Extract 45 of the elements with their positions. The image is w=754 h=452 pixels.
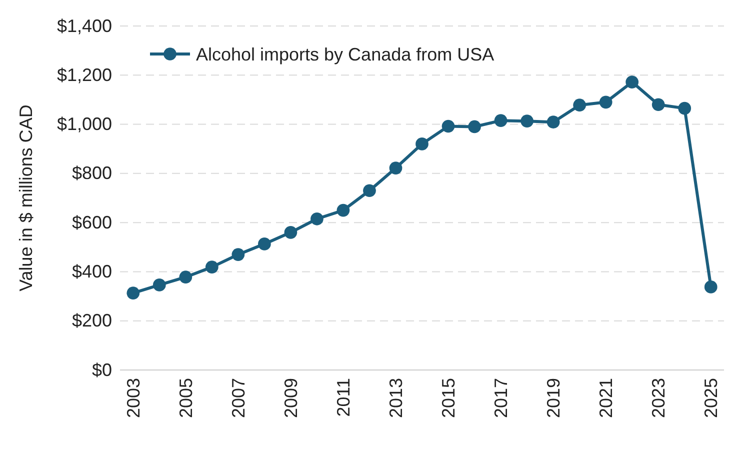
point xyxy=(652,98,665,112)
point xyxy=(126,286,140,300)
x-tick-label: 2021 xyxy=(596,378,616,418)
point xyxy=(494,114,508,128)
legend-label: Alcohol imports by Canada from USA xyxy=(196,44,494,64)
x-tick-label: 2017 xyxy=(491,378,512,418)
point xyxy=(416,138,428,150)
x-tick-label: 2009 xyxy=(280,378,301,418)
point xyxy=(442,120,455,133)
point xyxy=(704,280,718,294)
point xyxy=(626,76,639,88)
point xyxy=(336,204,350,217)
x-tick-label: 2003 xyxy=(123,378,144,418)
point xyxy=(389,162,402,174)
y-tick-label: $200 xyxy=(72,310,112,331)
y-axis-title: Value in $ millions CAD xyxy=(16,104,36,292)
y-tick-label: $1,400 xyxy=(56,16,112,36)
point xyxy=(179,270,192,284)
y-tick-label: $1,200 xyxy=(56,64,112,85)
x-tick-label: 2019 xyxy=(544,378,564,418)
point xyxy=(546,116,560,128)
point xyxy=(468,120,481,134)
y-tick-label: $400 xyxy=(72,261,112,282)
x-tick-label: 2011 xyxy=(334,378,354,417)
x-tick-label: 2005 xyxy=(176,378,196,418)
x-tick-label: 2007 xyxy=(228,378,248,418)
point xyxy=(520,114,534,128)
y-tick-label: $1,000 xyxy=(56,114,112,134)
y-tick-label: $800 xyxy=(72,163,112,184)
point xyxy=(599,96,612,109)
point xyxy=(258,238,271,250)
y-tick-label: $600 xyxy=(72,212,112,232)
x-tick-label: 2015 xyxy=(438,378,459,418)
point xyxy=(232,248,245,261)
x-tick-label: 2013 xyxy=(386,378,406,418)
point xyxy=(284,226,298,239)
point xyxy=(205,260,218,274)
point xyxy=(152,278,166,292)
point xyxy=(678,102,692,115)
point xyxy=(363,184,376,198)
point xyxy=(573,98,586,112)
point xyxy=(310,212,324,226)
y-tick-label: $0 xyxy=(92,360,112,380)
x-tick-label: 2023 xyxy=(648,378,669,418)
x-tick-label: 2025 xyxy=(701,378,722,418)
